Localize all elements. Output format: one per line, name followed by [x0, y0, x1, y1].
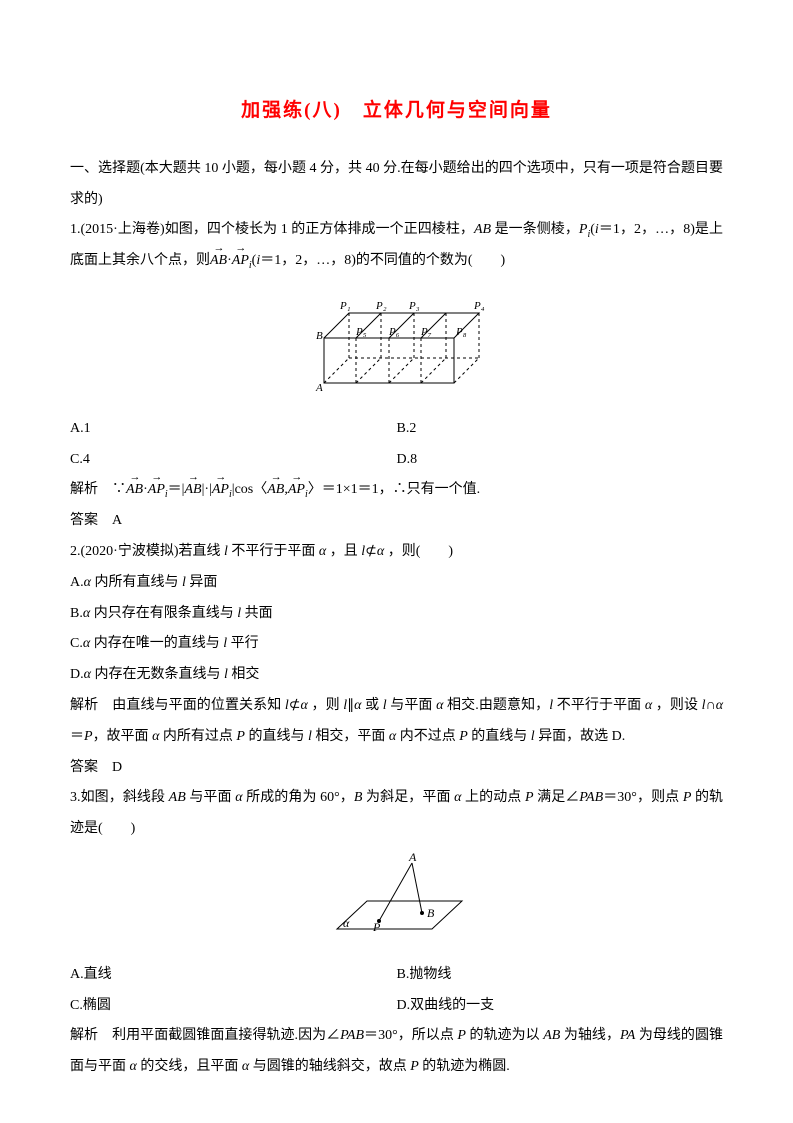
q2-optD: D.α 内存在无数条直线与 l 相交: [70, 660, 723, 691]
q2-stem: 2.(2020·宁波模拟)若直线 l 不平行于平面 α ，且 l⊄α ，则( ): [70, 537, 723, 568]
fig2-label-P: P: [372, 920, 381, 934]
q1-text-f: ＝1，2，…，8)的不同值的个数为( ): [260, 253, 505, 268]
q2-optA: A.α 内所有直线与 l 异面: [70, 568, 723, 599]
q1-answer: 答案 A: [70, 506, 723, 537]
q1-figure: A B P₁ P₂ P₃ P₄ P₅ P₆ P₇ P₈: [70, 283, 723, 408]
q1-optD: D.8: [397, 445, 724, 476]
fig2-label-B: B: [427, 906, 435, 920]
q3-figure: A B P α: [70, 851, 723, 954]
q1-options-row2: C.4 D.8: [70, 445, 723, 476]
fig1-label-P8: P₈: [455, 326, 467, 338]
q3-optD: D.双曲线的一支: [397, 991, 724, 1022]
q2-answer: 答案 D: [70, 753, 723, 784]
fig1-label-P6: P₆: [388, 326, 400, 338]
q3-stem: 3.如图，斜线段 AB 与平面 α 所成的角为 60°，B 为斜足，平面 α 上…: [70, 783, 723, 845]
q2-solution: 解析 由直线与平面的位置关系知 l⊄α ，则 l∥α 或 l 与平面 α 相交.…: [70, 691, 723, 753]
section-heading: 一、选择题(本大题共 10 小题，每小题 4 分，共 40 分.在每小题给出的四…: [70, 154, 723, 216]
q1-solution: 解析 ∵AB·APi＝|AB|·|APi|cos〈AB,APi〉＝1×1＝1，∴…: [70, 475, 723, 506]
fig2-label-alpha: α: [343, 916, 350, 930]
q1-options-row1: A.1 B.2: [70, 414, 723, 445]
q1-optB: B.2: [397, 414, 724, 445]
q3-optA: A.直线: [70, 960, 397, 991]
q1-text-a: 1.(2015·上海卷)如图，四个棱长为 1 的正方体排成一个正四棱柱，: [70, 222, 474, 237]
q2-optB: B.α 内只存在有限条直线与 l 共面: [70, 599, 723, 630]
q3-optB: B.抛物线: [397, 960, 724, 991]
q1-vec-ab: AB: [210, 246, 227, 277]
q3-optC: C.椭圆: [70, 991, 397, 1022]
fig1-label-A: A: [315, 382, 323, 394]
fig1-label-P2: P₂: [375, 300, 387, 312]
fig1-label-P7: P₇: [420, 326, 432, 338]
q1-stem: 1.(2015·上海卷)如图，四个棱长为 1 的正方体排成一个正四棱柱，AB 是…: [70, 215, 723, 277]
q1-text-b: 是一条侧棱，: [491, 222, 579, 237]
q3-options-row2: C.椭圆 D.双曲线的一支: [70, 991, 723, 1022]
q1-vec-api: APi: [232, 253, 252, 268]
fig1-label-P3: P₃: [408, 300, 420, 312]
q3-solution: 解析 利用平面截圆锥面直接得轨迹.因为∠PAB＝30°，所以点 P 的轨迹为以 …: [70, 1021, 723, 1083]
q3-options-row1: A.直线 B.抛物线: [70, 960, 723, 991]
q1-ab: AB: [474, 222, 491, 237]
fig2-label-A: A: [408, 851, 417, 864]
q1-optC: C.4: [70, 445, 397, 476]
fig1-label-P5: P₅: [355, 326, 367, 338]
q1-optA: A.1: [70, 414, 397, 445]
page-title: 加强练(八) 立体几何与空间向量: [70, 90, 723, 132]
fig1-label-P4: P₄: [473, 300, 485, 312]
q2-optC: C.α 内存在唯一的直线与 l 平行: [70, 629, 723, 660]
fig1-label-P1: P₁: [339, 300, 351, 312]
fig1-label-B: B: [316, 330, 323, 342]
